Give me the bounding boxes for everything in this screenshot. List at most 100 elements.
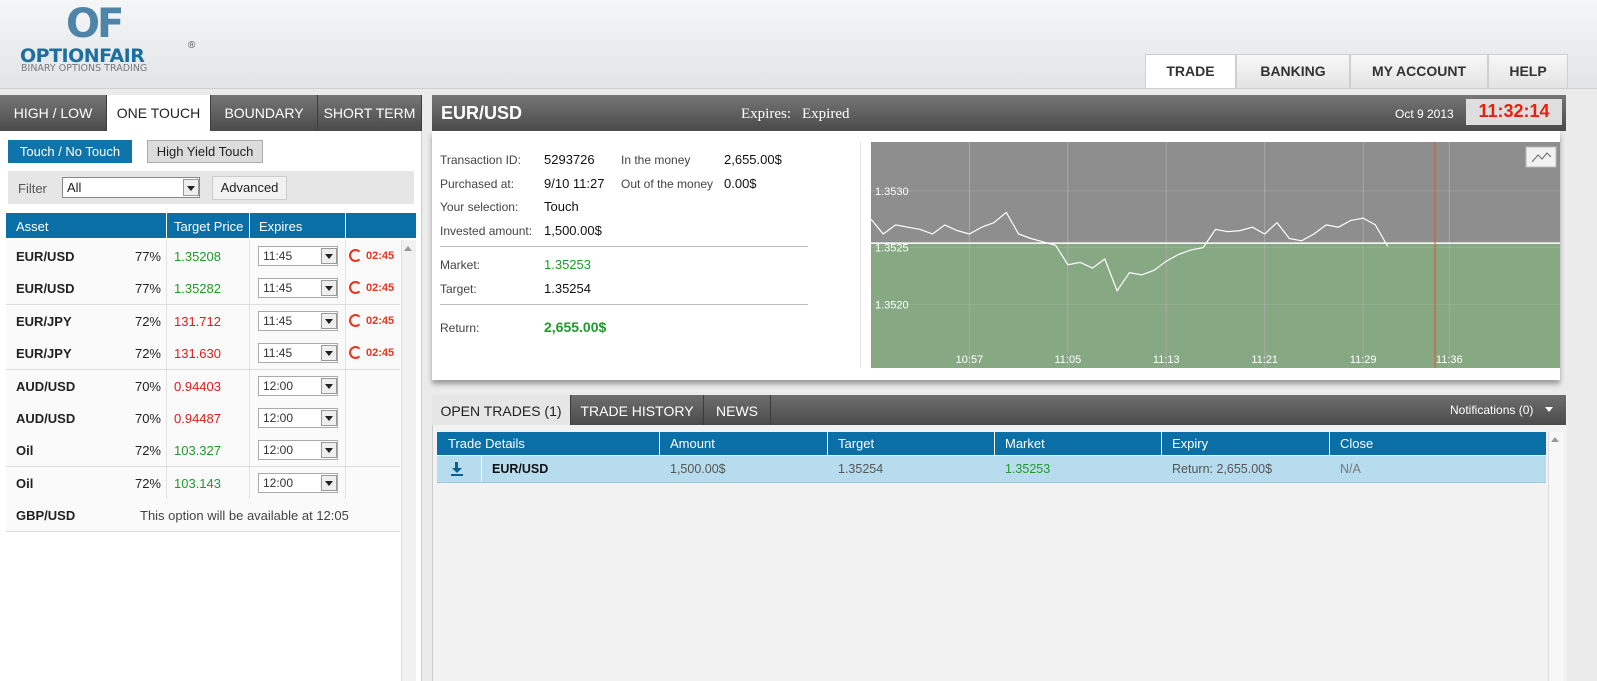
expiry-value: 12:00 — [263, 378, 294, 393]
target-price: 131.712 — [174, 313, 221, 329]
logo-mark: OF — [66, 1, 124, 47]
column-divider — [345, 213, 346, 238]
expires-label: Expires: — [741, 106, 791, 122]
y-tick-label: 1.3525 — [875, 243, 909, 255]
expiry-select[interactable]: 11:45 — [258, 278, 338, 299]
expiry-value: 12:00 — [263, 411, 294, 425]
option-tab[interactable]: BOUNDARY — [211, 95, 318, 131]
advanced-button[interactable]: Advanced — [212, 176, 287, 200]
cell-divider — [249, 337, 250, 370]
bottom-tab[interactable]: TRADE HISTORY — [571, 395, 704, 425]
cell-divider — [345, 402, 346, 434]
countdown-icon — [349, 249, 362, 262]
cell-divider — [249, 240, 250, 272]
column-divider — [166, 213, 167, 238]
trade-date: Oct 9 2013 — [1395, 107, 1454, 121]
availability-message: This option will be available at 12:05 — [140, 508, 349, 524]
dropdown-arrow — [325, 416, 333, 421]
asset-name: AUD/USD — [16, 411, 76, 426]
asset-row[interactable]: AUD/USD 70% 0.94487 12:00 — [6, 402, 400, 435]
asset-row[interactable]: EUR/USD 77% 1.35208 11:45 02:45 — [6, 240, 400, 273]
detail-value: 9/10 11:27 — [544, 176, 605, 191]
sub-tab[interactable]: High Yield Touch — [147, 140, 263, 163]
countdown-icon — [349, 313, 362, 327]
bottom-tab-bar — [432, 395, 1566, 425]
expiry-value: 11:45 — [263, 249, 293, 263]
payout: 70% — [134, 411, 161, 426]
expiry-select[interactable]: 12:00 — [258, 408, 338, 428]
asset-name: EUR/USD — [16, 281, 75, 297]
dropdown-arrow — [187, 186, 195, 191]
cell-divider — [345, 337, 346, 370]
column-header: Expires — [259, 219, 303, 234]
chart-type-button[interactable] — [1525, 146, 1557, 168]
expiry-select[interactable]: 12:00 — [258, 375, 338, 396]
expiry-select[interactable]: 11:45 — [258, 246, 338, 266]
expiry-select[interactable]: 11:45 — [258, 343, 338, 364]
trade-cell: 1,500.00$ — [670, 462, 726, 476]
option-tab[interactable]: HIGH / LOW — [0, 95, 107, 131]
detail-label: Transaction ID: — [440, 153, 521, 167]
asset-name: Oil — [16, 475, 34, 491]
detail-label: In the money — [621, 153, 691, 167]
asset-row[interactable]: AUD/USD 70% 0.94403 12:00 — [6, 369, 400, 403]
asset-row[interactable]: EUR/JPY 72% 131.630 11:45 02:45 — [6, 337, 400, 371]
detail-label: Your selection: — [440, 200, 519, 214]
column-header: Asset — [16, 219, 49, 234]
trade-row[interactable] — [437, 456, 1546, 483]
asset-row[interactable]: Oil 72% 103.327 12:00 — [6, 434, 400, 468]
filter-label: Filter — [18, 181, 47, 196]
cell-divider — [166, 304, 167, 337]
cell-divider — [249, 369, 250, 402]
x-tick-label: 10:57 — [956, 354, 984, 366]
trades-scrollbar — [1548, 432, 1563, 681]
expiry-select[interactable]: 11:45 — [258, 310, 338, 331]
expires-value: Expired — [802, 106, 850, 122]
dropdown-arrow — [325, 383, 333, 389]
clock-box — [1466, 99, 1562, 125]
cell-divider — [166, 272, 167, 305]
table-scrollbar — [401, 240, 416, 681]
panel-divider — [860, 142, 861, 368]
countdown: 02:45 — [366, 282, 395, 295]
payout: 72% — [134, 313, 161, 329]
expiry-select[interactable]: 12:00 — [258, 440, 338, 461]
countdown: 02:45 — [366, 314, 395, 327]
nav-tab[interactable]: MY ACCOUNT — [1350, 54, 1488, 88]
detail-label: Return: — [440, 321, 480, 335]
asset-name: Oil — [16, 443, 34, 459]
price-chart: 10:57 11:05 11:13 11:21 11:29 11:36 1.3530 1.35… — [871, 142, 1560, 368]
countdown: 02:45 — [366, 347, 395, 360]
notifications[interactable]: Notifications (0) — [1450, 403, 1534, 417]
option-tab[interactable]: ONE TOUCH — [107, 95, 211, 131]
cell-divider — [166, 369, 167, 402]
dropdown-arrow — [1545, 407, 1553, 412]
asset-row[interactable]: Oil 72% 103.143 12:00 — [6, 466, 400, 500]
asset-row[interactable]: EUR/USD 77% 1.35282 11:45 02:45 — [6, 272, 400, 306]
column-header: Target Price — [174, 219, 244, 234]
download-icon — [455, 462, 458, 469]
option-tab[interactable]: SHORT TERM — [318, 95, 422, 131]
asset-name: EUR/USD — [16, 249, 75, 264]
sub-tab[interactable]: Touch / No Touch — [8, 140, 132, 163]
filter-select[interactable]: All — [62, 177, 200, 198]
asset-name: AUD/USD — [16, 378, 76, 394]
cell-divider — [345, 434, 346, 467]
bottom-tab[interactable]: NEWS — [704, 395, 771, 425]
expiry-select[interactable]: 12:00 — [258, 472, 338, 493]
asset-name: EUR/JPY — [16, 313, 72, 329]
detail-value: 1,500.00$ — [544, 223, 602, 238]
logo-reg: ® — [188, 40, 196, 51]
detail-label: Invested amount: — [440, 224, 533, 238]
nav-tab[interactable]: BANKING — [1236, 54, 1350, 88]
detail-label: Target: — [440, 282, 477, 296]
cell-divider — [345, 304, 346, 337]
bottom-tab[interactable]: OPEN TRADES (1) — [432, 395, 571, 425]
asset-row[interactable]: EUR/JPY 72% 131.712 11:45 02:45 — [6, 304, 400, 338]
target-price: 1.35208 — [174, 249, 221, 264]
dropdown-arrow — [325, 351, 333, 357]
clock-time: 11:32:14 — [1478, 101, 1550, 121]
nav-tab[interactable]: HELP — [1488, 54, 1568, 88]
nav-tab[interactable]: TRADE — [1145, 54, 1236, 88]
cell-divider — [166, 434, 167, 467]
